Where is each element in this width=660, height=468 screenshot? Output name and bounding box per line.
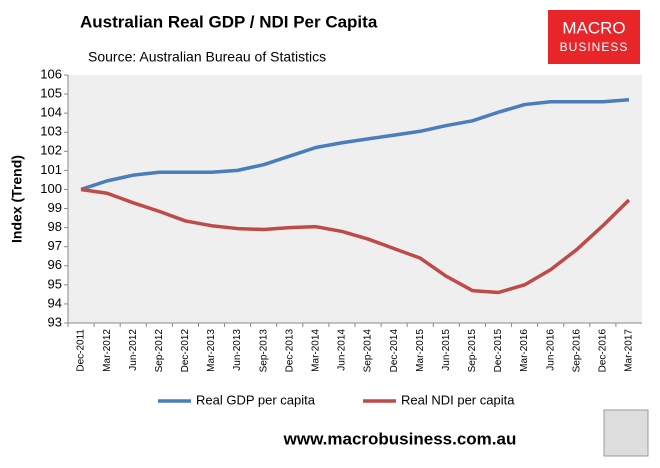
y-tick-label: 97 — [48, 238, 62, 253]
y-tick-label: 94 — [48, 295, 62, 310]
x-tick-label: Dec-2014 — [389, 329, 400, 373]
x-tick-label: Mar-2017 — [624, 329, 635, 372]
y-tick-label: 99 — [48, 200, 62, 215]
y-tick-label: 102 — [40, 143, 62, 158]
y-tick-label: 106 — [40, 66, 62, 81]
chart-subtitle: Source: Australian Bureau of Statistics — [88, 49, 326, 65]
legend-label: Real NDI per capita — [401, 392, 515, 407]
plot-area — [68, 75, 642, 323]
y-tick-label: 95 — [48, 276, 62, 291]
line-series — [80, 187, 631, 295]
x-tick-label: Dec-2015 — [493, 329, 504, 373]
line-series — [80, 98, 630, 192]
x-tick-label: Sep-2012 — [154, 329, 165, 373]
x-tick-label: Sep-2016 — [571, 329, 582, 373]
logo-box — [548, 10, 640, 64]
logo-text: MACRO — [562, 18, 625, 37]
logo-text: BUSINESS — [560, 40, 629, 54]
legend-label: Real GDP per capita — [196, 392, 316, 407]
y-tick-label: 101 — [40, 162, 62, 177]
y-tick-label: 100 — [40, 181, 62, 196]
y-tick-label: 93 — [48, 314, 62, 329]
footer: www.macrobusiness.com.au — [283, 429, 517, 448]
y-tick-label: 105 — [40, 86, 62, 101]
logo-image — [603, 409, 649, 457]
x-tick-label: Mar-2016 — [519, 329, 530, 372]
x-tick-label: Jun-2013 — [232, 329, 243, 371]
x-tick-label: Sep-2013 — [258, 329, 269, 373]
y-tick-label: 104 — [40, 105, 62, 120]
x-tick-label: Jun-2014 — [337, 329, 348, 371]
x-tick-label: Mar-2013 — [206, 329, 217, 372]
y-tick-label: 96 — [48, 257, 62, 272]
x-tick-label: Mar-2015 — [415, 329, 426, 372]
x-tick-label: Jun-2012 — [128, 329, 139, 371]
y-axis-label: Index (Trend) — [9, 155, 25, 243]
x-tick-label: Sep-2015 — [467, 329, 478, 373]
x-tick-label: Dec-2016 — [598, 329, 609, 373]
x-tick-label: Jun-2015 — [441, 329, 452, 371]
y-tick-label: 98 — [48, 219, 62, 234]
x-tick-label: Jun-2016 — [545, 329, 556, 371]
x-tick-label: Dec-2012 — [180, 329, 191, 373]
x-tick-label: Dec-2011 — [76, 329, 87, 372]
x-tick-label: Dec-2013 — [284, 329, 295, 373]
x-tick-label: Mar-2014 — [311, 329, 322, 372]
x-tick-label: Sep-2014 — [363, 329, 374, 373]
x-tick-label: Mar-2012 — [102, 329, 113, 372]
y-tick-label: 103 — [40, 124, 62, 139]
chart-title: Australian Real GDP / NDI Per Capita — [80, 12, 378, 31]
